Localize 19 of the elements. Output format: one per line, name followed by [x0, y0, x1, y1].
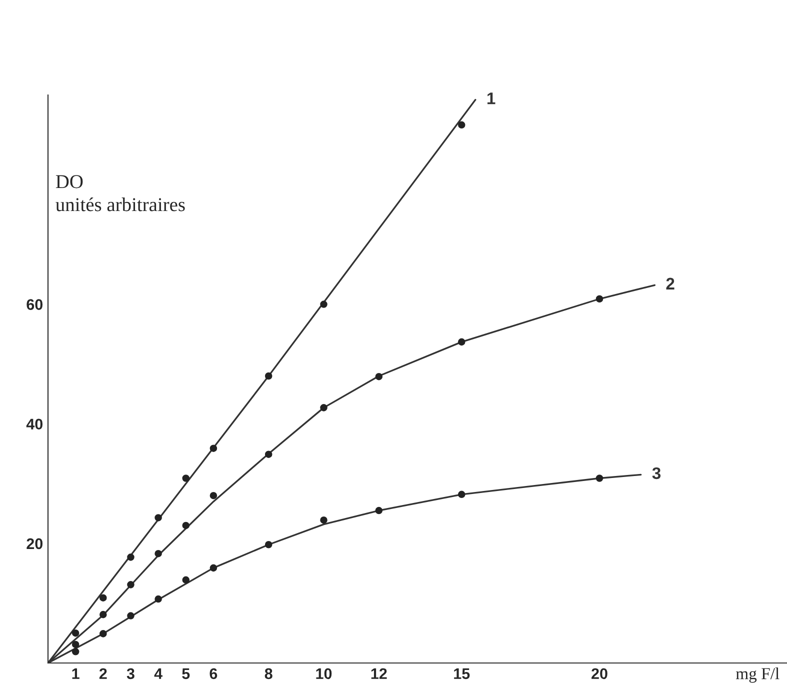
y-tick-label: 40	[26, 418, 43, 430]
x-tick-label: 2	[99, 668, 107, 679]
x-tick-label: 6	[210, 668, 218, 680]
x-tick-label: 5	[182, 668, 190, 680]
x-tick-label: 3	[126, 668, 134, 680]
series-label: 3	[652, 467, 661, 480]
y-tick-label: 20	[26, 538, 43, 550]
x-tick-label: 1	[72, 668, 80, 679]
x-tick-label: 15	[454, 668, 470, 680]
x-tick-label: 4	[154, 668, 162, 679]
x-tick-label: 20	[592, 668, 608, 680]
series-label: 1	[487, 92, 496, 104]
x-tick-label: 8	[264, 668, 272, 680]
x-axis-title: mg F/l	[736, 668, 780, 683]
y-axis-title: DO unités arbitraires	[56, 175, 185, 212]
x-tick-label: 12	[371, 668, 387, 679]
x-tick-label: 10	[316, 668, 332, 680]
y-tick-label: 60	[26, 299, 43, 310]
series-label: 2	[666, 278, 674, 290]
